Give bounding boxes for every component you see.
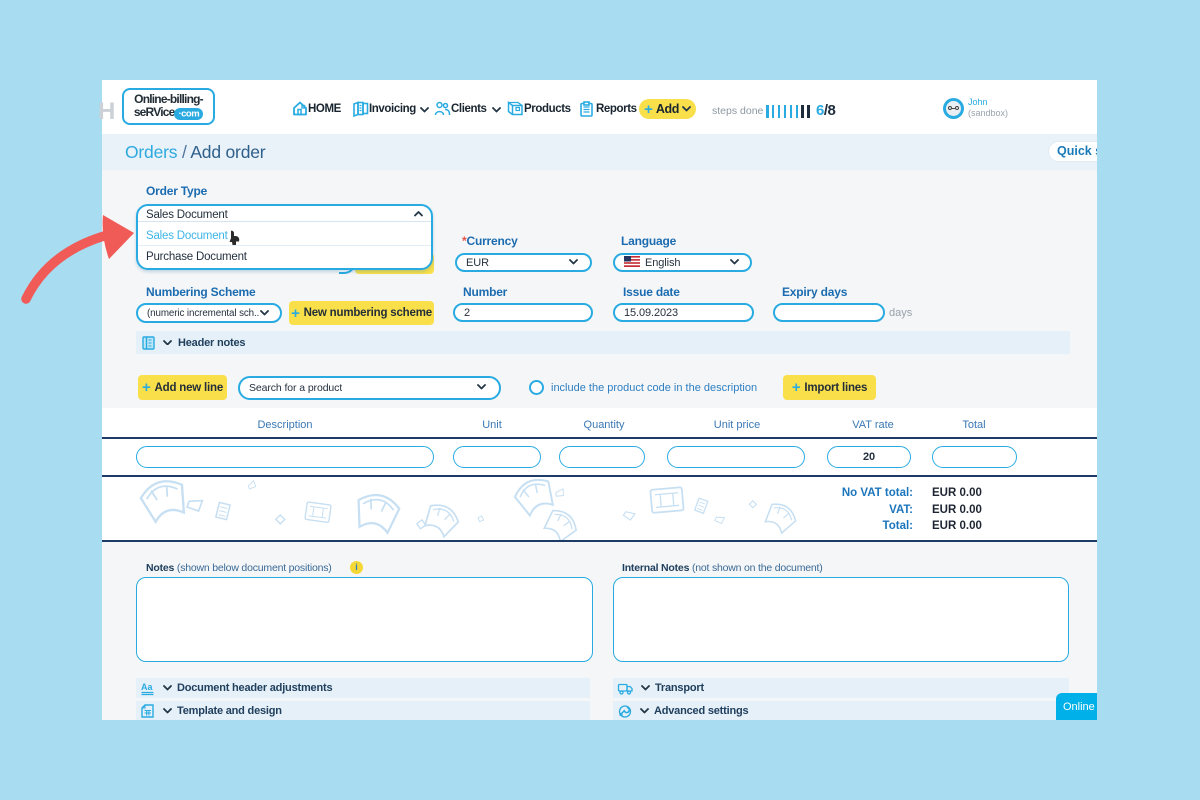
svg-text:Aa: Aa	[141, 682, 153, 692]
